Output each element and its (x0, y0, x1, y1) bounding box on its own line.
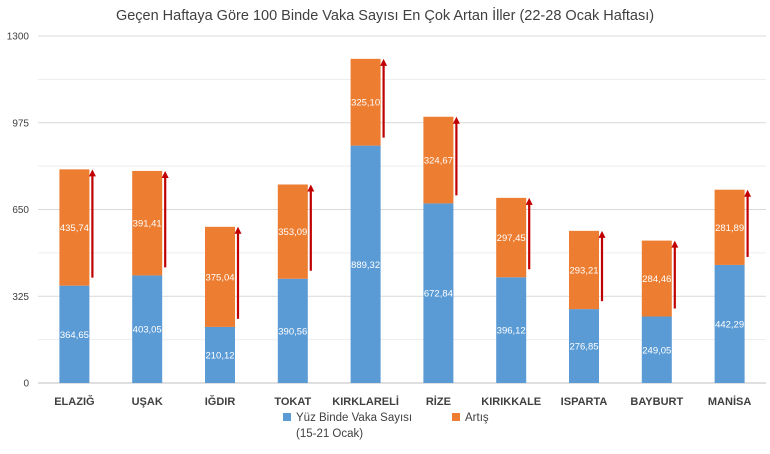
data-label-base: 276,85 (569, 342, 598, 353)
bar-base (205, 326, 235, 383)
bar-base (350, 145, 381, 383)
increase-arrow-head (452, 116, 460, 124)
data-label-increase: 297,45 (497, 233, 526, 244)
chart-title: Geçen Haftaya Göre 100 Binde Vaka Sayısı… (116, 6, 654, 24)
data-label-increase: 293,21 (569, 265, 598, 276)
bar-increase (132, 170, 163, 276)
legend: Yüz Binde Vaka Sayısı (15-21 Ocak) Artış (283, 412, 489, 440)
increase-arrows (88, 58, 752, 319)
data-label-base: 889,32 (351, 260, 380, 271)
x-category-label: UŞAK (132, 396, 163, 408)
x-category-label: ISPARTA (561, 396, 608, 408)
x-category-label: KIRKLARELİ (332, 395, 399, 408)
y-tick-label: 0 (23, 379, 29, 390)
increase-arrow-head (161, 170, 169, 178)
data-label-base: 672,84 (424, 289, 453, 300)
increase-arrow-head (380, 58, 388, 66)
x-category-label: RİZE (426, 395, 451, 408)
data-label-base: 249,05 (642, 345, 671, 356)
bar-increase (59, 169, 90, 286)
x-category-label: TOKAT (274, 396, 311, 408)
increase-arrow-head (307, 184, 315, 192)
bar-increase (714, 189, 745, 265)
increase-arrow-head (88, 169, 96, 177)
bar-base (59, 285, 90, 383)
bar-increase (277, 184, 308, 279)
data-label-base: 403,05 (133, 325, 162, 336)
bar-increase (641, 240, 672, 317)
data-label-increase: 435,74 (60, 223, 89, 234)
x-category-label: KIRIKKALE (481, 396, 541, 408)
bar-increase (496, 197, 527, 278)
legend-label-increase: Artış (465, 412, 489, 424)
legend-swatch-base (283, 413, 291, 421)
bar-base (569, 309, 599, 383)
data-label-base: 364,65 (60, 330, 89, 341)
bar-base (423, 203, 454, 383)
x-category-label: MANİSA (708, 395, 751, 408)
data-label-base: 390,56 (278, 326, 307, 337)
legend-label-base: (15-21 Ocak) (296, 428, 363, 440)
y-tick-label: 650 (12, 205, 29, 216)
y-axis-ticks: 0 325 650 975 1300 (7, 32, 30, 390)
y-tick-label: 325 (12, 292, 29, 303)
data-label-increase: 281,89 (715, 223, 744, 234)
data-label-increase: 284,46 (642, 274, 671, 285)
x-category-label: ELAZIĞ (54, 395, 94, 408)
data-label-increase: 375,04 (205, 272, 234, 283)
y-tick-label: 975 (12, 118, 29, 129)
y-tick-label: 1300 (7, 32, 30, 43)
bar-base (496, 277, 527, 383)
bar-base (641, 316, 672, 383)
bar-increase (423, 116, 454, 204)
data-label-base: 396,12 (497, 326, 526, 337)
x-category-label: BAYBURT (630, 396, 683, 408)
increase-arrow-head (744, 189, 752, 197)
increase-arrow-head (598, 230, 606, 238)
increase-arrow-head (234, 226, 242, 234)
data-label-base: 442,29 (715, 319, 744, 330)
increase-arrow-head (525, 197, 533, 205)
data-label-increase: 325,10 (351, 98, 380, 109)
bar-increase (350, 58, 381, 146)
legend-swatch-increase (452, 413, 460, 421)
data-label-increase: 391,41 (133, 219, 162, 230)
increase-arrow-head (671, 240, 679, 248)
data-label-increase: 324,67 (424, 156, 453, 167)
bars: 364,65 435,74 403,05 391,41 210,12 375,04 390,… (59, 58, 745, 383)
bar-increase (205, 226, 235, 327)
x-category-label: IĞDIR (205, 395, 236, 408)
bar-increase (569, 230, 599, 310)
data-label-increase: 353,09 (278, 227, 307, 238)
x-axis-labels: ELAZIĞ UŞAK IĞDIR TOKAT KIRKLARELİ RİZE KIRIKK… (54, 395, 751, 408)
legend-label-base: Yüz Binde Vaka Sayısı (296, 412, 412, 424)
bar-base (714, 264, 745, 383)
data-label-base: 210,12 (205, 350, 234, 361)
bar-base (132, 275, 163, 383)
bar-base (277, 278, 308, 383)
